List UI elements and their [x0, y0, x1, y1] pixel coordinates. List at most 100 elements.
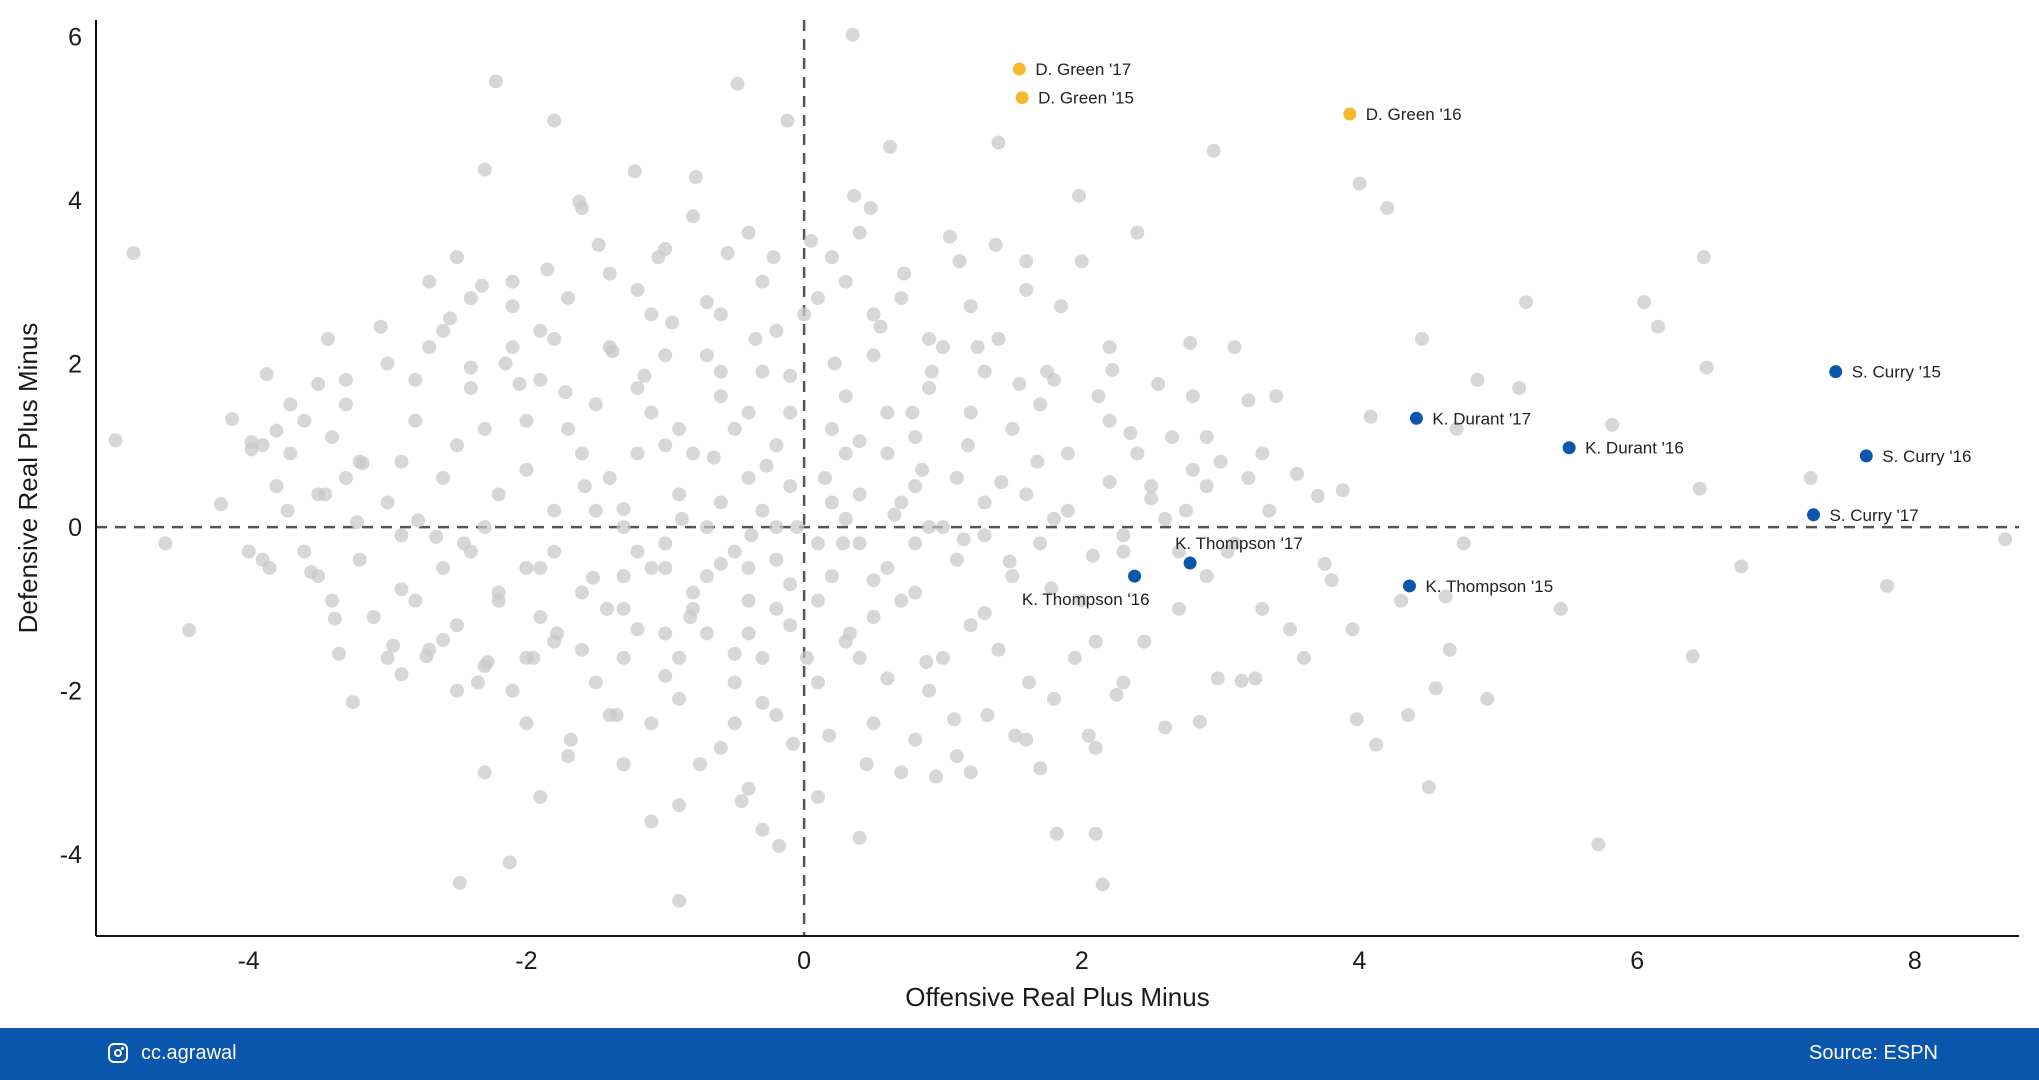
player-point: [915, 462, 930, 477]
player-point: [741, 225, 756, 240]
player-point: [574, 585, 589, 600]
player-point: [674, 511, 689, 526]
player-point: [269, 479, 284, 494]
player-label: S. Curry '16: [1882, 447, 1971, 466]
player-point: [866, 348, 881, 363]
player-point: [616, 601, 631, 616]
player-point: [474, 278, 489, 293]
player-point: [852, 225, 867, 240]
player-point: [991, 642, 1006, 657]
player-point: [586, 570, 601, 585]
highlighted-player-point: [1409, 411, 1423, 425]
player-label: S. Curry '17: [1830, 506, 1919, 525]
player-point: [429, 529, 444, 544]
player-point: [1394, 593, 1409, 608]
highlighted-player-point: [1562, 441, 1576, 455]
player-point: [658, 560, 673, 575]
scatter-chart: D. Green '17 D. Green '15 D. Green '16 S. C…: [13, 20, 2019, 1012]
player-point: [338, 372, 353, 387]
tick-labels: -4 -2 0 2 4 6 8 -4 -2 0 2 4 6: [60, 23, 1922, 975]
player-point: [880, 671, 895, 686]
player-point: [1880, 578, 1895, 593]
player-point: [352, 552, 367, 567]
player-point: [1030, 454, 1045, 469]
player-point: [436, 632, 451, 647]
player-point: [863, 201, 878, 216]
player-point: [665, 315, 680, 330]
player-point: [1158, 511, 1173, 526]
player-point: [1213, 454, 1228, 469]
player-point: [1183, 336, 1198, 351]
player-point: [280, 503, 295, 518]
player-point: [956, 532, 971, 547]
player-point: [1998, 532, 2013, 547]
player-point: [1067, 650, 1082, 665]
player-point: [741, 781, 756, 796]
player-point: [838, 446, 853, 461]
player-point: [699, 520, 714, 535]
player-point: [616, 502, 631, 517]
player-point: [759, 458, 774, 473]
player-point: [1019, 732, 1034, 747]
player-point: [311, 569, 326, 584]
player-point: [269, 423, 284, 438]
player-point: [213, 497, 228, 512]
player-point: [822, 728, 837, 743]
player-point: [908, 430, 923, 445]
player-point: [894, 593, 909, 608]
player-point: [692, 757, 707, 772]
player-point: [688, 170, 703, 185]
player-point: [1449, 421, 1464, 436]
player-point: [602, 471, 617, 485]
highlighted-player-point: [1183, 556, 1197, 570]
player-point: [547, 331, 562, 346]
player-point: [755, 695, 770, 710]
player-point: [1456, 536, 1471, 551]
player-point: [658, 242, 673, 256]
footer-bar: cc.agrawal Source: ESPN: [0, 1028, 2039, 1080]
player-point: [769, 520, 784, 535]
player-point: [786, 736, 801, 751]
player-point: [804, 233, 819, 248]
player-point: [449, 618, 464, 633]
player-point: [630, 282, 645, 297]
player-point: [158, 536, 173, 551]
player-point: [320, 331, 335, 346]
player-point: [835, 536, 850, 551]
player-point: [845, 27, 860, 42]
player-point: [408, 413, 423, 428]
highlighted-player-point: [1015, 91, 1029, 105]
player-point: [727, 675, 742, 690]
author-handle[interactable]: cc.agrawal: [141, 1042, 237, 1064]
player-point: [1414, 331, 1429, 346]
player-point: [1123, 426, 1138, 441]
player-point: [338, 471, 353, 485]
highlighted-player-point: [1343, 107, 1357, 121]
player-point: [452, 875, 467, 890]
player-point: [1438, 589, 1453, 604]
player-point: [991, 331, 1006, 346]
player-point: [880, 405, 895, 420]
highlighted-player-point: [1859, 449, 1873, 463]
player-point: [1185, 462, 1200, 477]
background-points: [108, 27, 2013, 908]
player-point: [1345, 622, 1360, 637]
player-point: [1699, 360, 1714, 375]
player-point: [977, 364, 992, 379]
player-point: [922, 683, 937, 698]
player-point: [477, 162, 492, 177]
player-point: [637, 368, 652, 383]
player-point: [852, 536, 867, 551]
player-point: [741, 593, 756, 608]
player-point: [894, 291, 909, 306]
player-point: [1144, 491, 1159, 506]
player-point: [502, 855, 517, 870]
player-point: [547, 544, 562, 559]
player-point: [769, 323, 784, 338]
player-point: [873, 319, 888, 334]
highlighted-player-point: [1128, 569, 1142, 583]
player-point: [980, 708, 995, 723]
player-point: [574, 642, 589, 657]
player-point: [727, 646, 742, 661]
x-tick-label: -2: [515, 947, 537, 975]
